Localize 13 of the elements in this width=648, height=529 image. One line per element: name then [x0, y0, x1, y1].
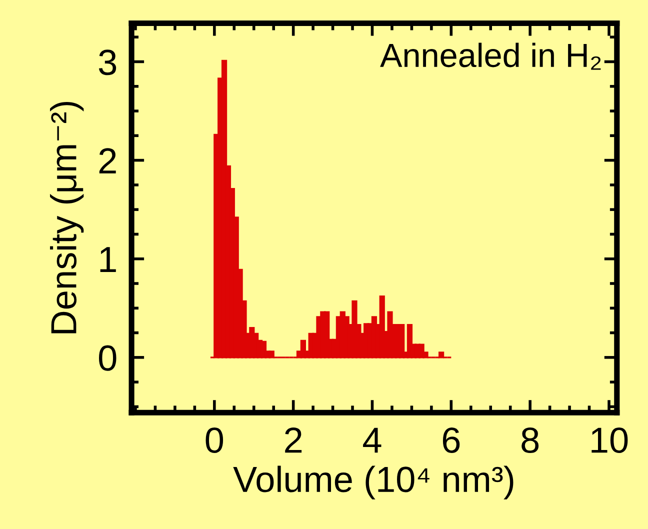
- x-tick-label: 6: [442, 427, 460, 454]
- y-tick-label: 3: [98, 50, 116, 76]
- y-axis-title: Density (μm⁻²): [50, 102, 84, 334]
- annotation: Annealed in H₂: [380, 42, 601, 70]
- y-tick-label: 0: [98, 345, 116, 371]
- x-tick-label: 4: [363, 428, 382, 453]
- x-axis-title: Volume (10⁴ nm³): [233, 466, 514, 500]
- y-tick-label: 1: [100, 247, 116, 272]
- y-tick-label: 2: [99, 148, 116, 174]
- x-tick-label: 0: [206, 427, 224, 454]
- x-tick-label: 10: [592, 427, 628, 454]
- x-tick-label: 8: [522, 427, 539, 454]
- x-tick-label: 2: [285, 427, 302, 453]
